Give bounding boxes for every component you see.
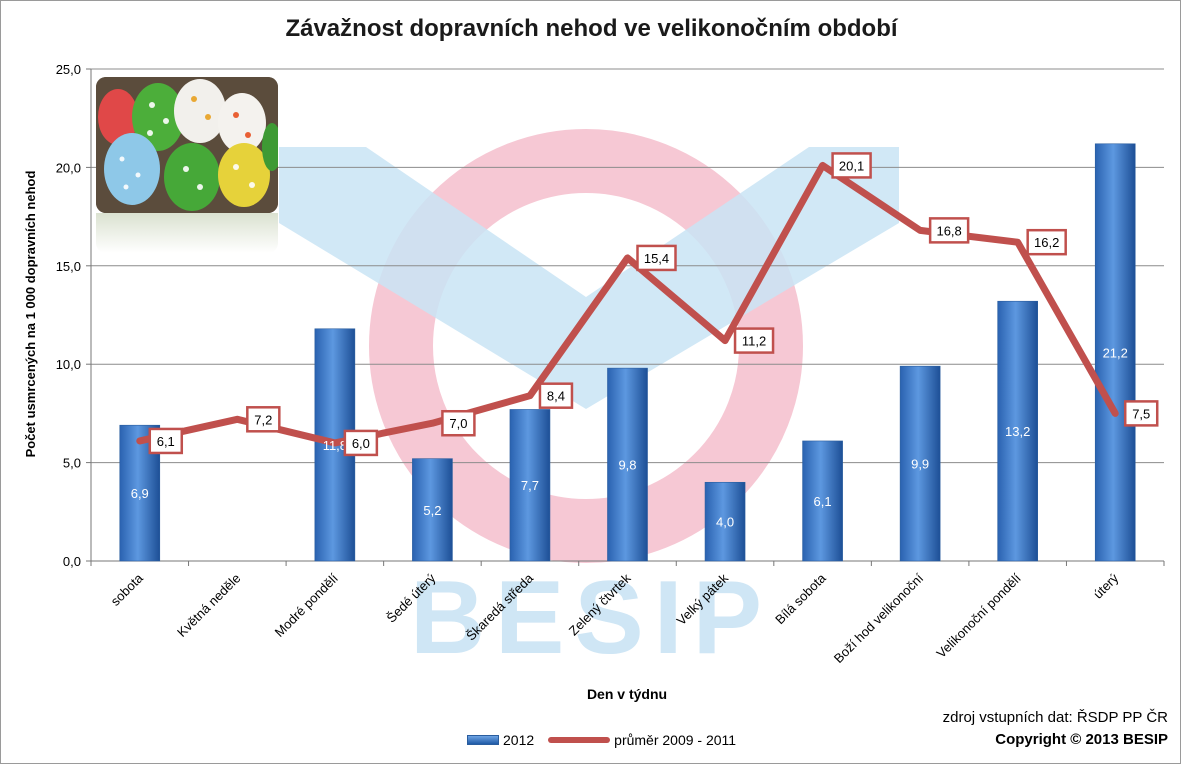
bar-series-2012 [119, 143, 1136, 562]
legend-label-average: průměr 2009 - 2011 [614, 732, 737, 748]
bar [899, 365, 941, 562]
line-label-box [246, 406, 281, 433]
bar [412, 458, 453, 562]
y-axis-label: Počet usmrcených na 1 000 dopravních neh… [23, 171, 38, 458]
line-point [624, 254, 631, 261]
bar-data-label: 5,2 [423, 503, 441, 518]
line-label-box [1026, 228, 1067, 256]
line-point [136, 437, 143, 444]
x-tick-label: Bílá sobota [772, 570, 829, 627]
x-tick-label: Modré pondělí [272, 570, 342, 640]
bar-data-label: 6,1 [814, 494, 832, 509]
easter-eggs-photo-icon [96, 77, 278, 213]
line-label-box [441, 409, 476, 437]
line-label-box [148, 427, 184, 455]
x-tick-label: Velikonoční pondělí [933, 570, 1024, 661]
line-data-label: 8,4 [547, 389, 565, 404]
photo-reflection [96, 213, 278, 253]
x-axis-label: Den v týdnu [587, 686, 667, 702]
bar [1094, 143, 1136, 562]
legend-item-average: průměr 2009 - 2011 [548, 732, 736, 748]
line-point [1014, 239, 1021, 246]
y-tick-label: 0,0 [63, 554, 81, 569]
line-data-label: 16,8 [936, 223, 961, 238]
line-data-label: 7,5 [1132, 406, 1150, 421]
bar-data-label: 13,2 [1005, 424, 1030, 439]
line-label-box [831, 152, 872, 179]
y-tick-label: 5,0 [63, 456, 81, 471]
bar-data-label: 7,7 [521, 478, 539, 493]
line-label-box [928, 217, 970, 244]
chart-title: Závažnost dopravních nehod ve velikonočn… [285, 15, 898, 42]
bar-data-label: 9,9 [911, 457, 929, 472]
legend-item-2012: 2012 [467, 732, 534, 748]
line-label-box [636, 244, 677, 272]
line-data-label: 11,2 [742, 334, 766, 349]
y-tick-label: 15,0 [56, 259, 81, 274]
x-tick-label: Boží hod velikonoční [831, 570, 927, 666]
line-point [234, 416, 241, 423]
y-axis: 0,0 5,0 10,0 15,0 20,0 25,0 [56, 62, 92, 569]
bar-data-label: 11,8 [323, 438, 347, 453]
bar-data-label: 21,2 [1103, 345, 1128, 360]
legend-swatch-bar [467, 735, 499, 745]
x-tick-label: úterý [1090, 570, 1121, 601]
line-data-label: 20,1 [839, 158, 864, 173]
source-note: zdroj vstupních dat: ŘSDP PP ČR [942, 709, 1168, 726]
easter-eggs-photo [96, 77, 278, 213]
line-data-label: 7,0 [449, 416, 467, 431]
x-tick-label: sobota [108, 570, 147, 609]
bar [509, 409, 551, 562]
line-point [526, 392, 533, 399]
bar-data-label: 9,8 [618, 458, 636, 473]
bar [997, 300, 1038, 562]
legend-label-2012: 2012 [503, 732, 535, 748]
legend-swatch-line [548, 737, 611, 743]
bar-data-label: 4,0 [716, 515, 734, 530]
line-label-box [538, 382, 574, 409]
line-data-label: 16,2 [1034, 235, 1059, 250]
bar-data-label: 6,9 [131, 486, 149, 501]
line-data-label: 6,1 [157, 434, 175, 449]
watermark-text: BESIP [410, 560, 772, 676]
bar [607, 367, 648, 562]
line-point [819, 162, 826, 169]
line-point [1112, 410, 1119, 417]
legend: 2012 průměr 2009 - 2011 [467, 730, 750, 750]
data-labels: 6,9 11,8 5,2 7,7 9,8 4,0 6,1 9,9 13,2 21,2 6,1 7,2 6… [131, 152, 1159, 530]
line-point [917, 227, 924, 234]
line-label-box [1123, 400, 1159, 427]
y-tick-label: 10,0 [56, 357, 81, 372]
x-tick-label: Květná neděle [174, 571, 243, 640]
line-data-label: 7,2 [254, 412, 272, 427]
line-point [722, 337, 729, 344]
y-tick-label: 20,0 [56, 160, 81, 175]
copyright-note: Copyright © 2013 BESIP [995, 731, 1168, 748]
line-label-box [733, 327, 775, 354]
bar [704, 481, 746, 562]
bar [802, 440, 843, 562]
line-data-label: 6,0 [352, 436, 370, 451]
line-data-label: 15,4 [644, 251, 669, 266]
line-point [429, 420, 436, 427]
line-label-box [343, 429, 379, 457]
line-point [331, 439, 338, 446]
y-tick-label: 25,0 [56, 62, 81, 77]
watermark-chevron [279, 147, 899, 409]
